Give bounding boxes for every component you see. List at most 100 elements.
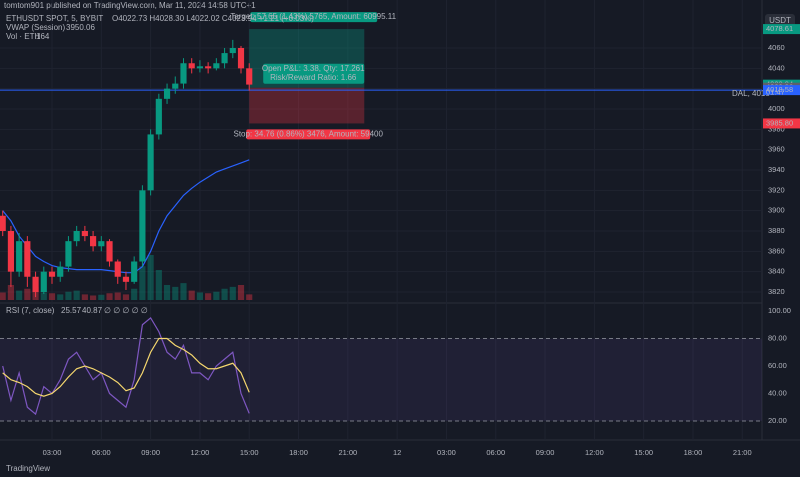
candle-body [32,276,39,292]
countdown: 01:47 [766,88,785,97]
candle-body [114,261,121,277]
candle-body [139,190,146,262]
rsi-tick-label: 40.00 [768,388,787,397]
pnl-label: Open P&L: 3.38, Qty: 17.261 [262,64,365,73]
rsi-ma-value: 40.87 [82,306,103,315]
volume-bar [229,286,236,300]
x-tick-label: 06:00 [486,448,505,457]
volume-bar [147,255,154,300]
volume-bar [90,295,97,300]
candle-body [98,241,105,247]
rsi-name: RSI (7, close) [6,306,55,315]
x-tick-label: 12 [393,448,401,457]
candle-body [81,231,88,237]
vwap-value: 3950.06 [66,23,95,32]
x-tick-label: 09:00 [536,448,555,457]
price-label: 3985.80 [766,118,793,127]
volume-bar [106,293,113,300]
candle-body [180,63,187,84]
candle-body [172,83,179,89]
y-tick-label: 3860 [768,246,785,255]
target-label: Target: 57.65 (1.43%) 5765, Amount: 6099… [230,12,396,21]
volume-bar [180,283,187,300]
rsi-value: 25.57 [61,306,82,315]
volume-bar [7,285,14,300]
x-tick-label: 15:00 [634,448,653,457]
rsi-extra: ∅ ∅ ∅ ∅ ∅ [104,306,148,315]
volume-bar [16,290,23,300]
currency[interactable]: USDT [769,16,791,25]
rsi-tick-label: 100.00 [768,306,791,315]
volume-bar [139,266,146,300]
plot: 3820 3840 3860 3880 3900 3920 3940 3960 3980 4000… [0,0,800,457]
y-tick-label: 4040 [768,63,785,72]
candle-body [73,231,80,242]
x-tick-label: 03:00 [437,448,456,457]
volume-bar [81,294,88,300]
rsi-tick-label: 60.00 [768,361,787,370]
candle-body [106,241,113,262]
volume-bar [57,294,64,300]
volume-bar [155,270,162,300]
volume-bar [48,293,56,300]
volume-bar [163,285,171,300]
volume-bar [188,290,195,300]
stop-zone [249,87,365,124]
price-label-bg [763,24,800,35]
volume-bar [65,291,72,300]
y-tick-label: 3900 [768,206,785,215]
vwap-name: VWAP (Session) [6,23,65,32]
volume-bar [122,294,130,300]
candle-body [221,53,228,64]
x-tick-label: 18:00 [684,448,703,457]
price-label: 4078.61 [766,24,793,33]
stop-label: Stop: 34.76 (0.86%) 3476, Amount: 59400 [233,130,383,139]
candle-body [237,48,245,69]
x-tick-label: 12:00 [191,448,210,457]
candle-body [24,241,31,277]
candle-body [246,68,253,85]
x-tick-label: 12:00 [585,448,604,457]
pnl-bg [263,63,365,84]
price-label-bg [763,85,800,96]
candle-body [16,241,23,272]
volume-bar [246,294,253,300]
y-tick-label: 4000 [768,104,785,113]
candle-body [196,66,204,69]
target-label-bg [250,12,378,23]
volume-bar [172,286,179,300]
volume-bar [98,294,105,300]
rsi-tick-label: 20.00 [768,416,787,425]
y-tick-label: 3840 [768,267,785,276]
price-label-bg [763,118,800,129]
candle-body [40,271,47,292]
y-tick-label: 3920 [768,185,785,194]
rsi-band [0,338,762,421]
x-tick-label: 21:00 [338,448,357,457]
y-tick-label: 4060 [768,43,785,52]
candle-body [122,276,130,282]
y-tick-label: 3880 [768,226,785,235]
volume-bar [213,291,220,300]
y-tick-label: 3960 [768,145,785,154]
candle-body [163,88,171,99]
candle-body [57,266,64,277]
candle-body [0,215,6,231]
volume-bar [24,288,31,300]
publisher: tomtom901 published on TradingView.com, … [4,1,256,10]
y-tick-label: 3820 [768,287,785,296]
volume-bar [0,292,6,300]
vol-value: 164 [36,32,50,41]
rr-label: Risk/Reward Ratio: 1.66 [270,73,357,82]
rsi-ma-line [2,337,250,397]
legend: ETHUSDT SPOT, 5, BYBIT O4022.73 H4028.30… [6,14,314,315]
x-tick-label: 06:00 [92,448,111,457]
candle-body [147,134,154,191]
x-tick-label: 18:00 [289,448,308,457]
y-tick-label: 3940 [768,165,785,174]
ohlc: O4022.73 H4028.30 L4022.02 C4023.94 +1.2… [112,14,314,23]
candle-body [229,48,236,54]
rsi-line [2,316,250,416]
